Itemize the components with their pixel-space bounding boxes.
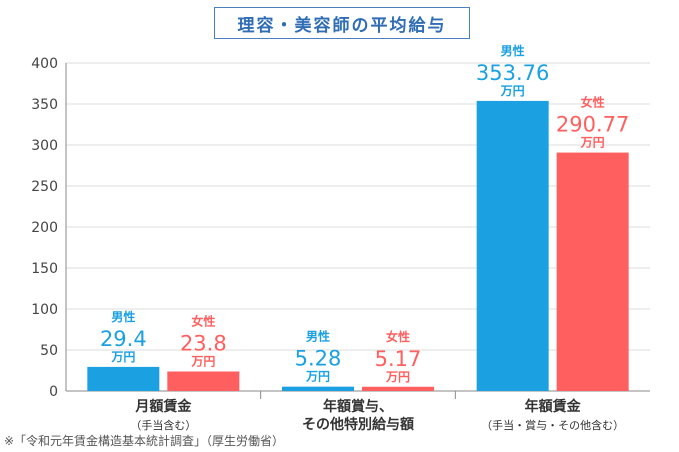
y-tick-label: 250 bbox=[31, 179, 58, 195]
bar-female bbox=[362, 386, 434, 391]
data-label-unit: 万円 bbox=[110, 350, 135, 364]
data-label-value: 5.17 bbox=[375, 347, 422, 371]
x-category-sublabel: （手当含む） bbox=[130, 418, 196, 432]
data-label-unit: 万円 bbox=[385, 370, 410, 384]
data-label-series: 女性 bbox=[581, 95, 605, 110]
x-category-label: 月額賃金 bbox=[134, 398, 192, 415]
y-tick-label: 150 bbox=[31, 261, 58, 277]
bar-male bbox=[282, 386, 354, 391]
data-label-series: 女性 bbox=[191, 313, 215, 328]
x-category-sublabel: （手当・賞与・その他含む） bbox=[481, 418, 624, 432]
x-category-sublabel: その他特別給与額 bbox=[302, 416, 414, 433]
data-label-series: 男性 bbox=[501, 43, 525, 58]
y-tick-label: 400 bbox=[31, 56, 58, 72]
data-label-value: 290.77 bbox=[556, 113, 629, 137]
y-tick-label: 200 bbox=[31, 220, 58, 236]
y-tick-label: 350 bbox=[31, 97, 58, 113]
data-label-value: 353.76 bbox=[476, 61, 549, 85]
bar-female bbox=[167, 371, 240, 391]
y-tick-label: 0 bbox=[49, 384, 58, 400]
data-label-value: 29.4 bbox=[100, 327, 147, 351]
chart-title: 理容・美容師の平均給与 bbox=[214, 7, 470, 39]
x-category-label: 年額賞与、 bbox=[323, 398, 393, 415]
y-tick-label: 100 bbox=[31, 302, 58, 318]
data-label-unit: 万円 bbox=[305, 370, 330, 384]
x-category-label: 年額賃金 bbox=[525, 398, 582, 415]
data-label-value: 5.28 bbox=[295, 347, 342, 371]
data-label-series: 女性 bbox=[386, 329, 410, 344]
y-tick-label: 50 bbox=[40, 343, 58, 359]
data-label-value: 23.8 bbox=[180, 331, 227, 355]
data-label-series: 男性 bbox=[306, 329, 330, 344]
data-label-unit: 万円 bbox=[500, 84, 525, 98]
y-tick-label: 300 bbox=[31, 138, 58, 154]
bar-female bbox=[556, 152, 629, 391]
data-label-unit: 万円 bbox=[580, 136, 605, 150]
data-label-unit: 万円 bbox=[190, 354, 215, 368]
data-label-series: 男性 bbox=[111, 309, 135, 324]
source-footnote: ※「令和元年賃金構造基本統計調査」（厚生労働省） bbox=[4, 434, 285, 448]
bar-male bbox=[87, 366, 160, 391]
bar-male bbox=[476, 100, 549, 391]
